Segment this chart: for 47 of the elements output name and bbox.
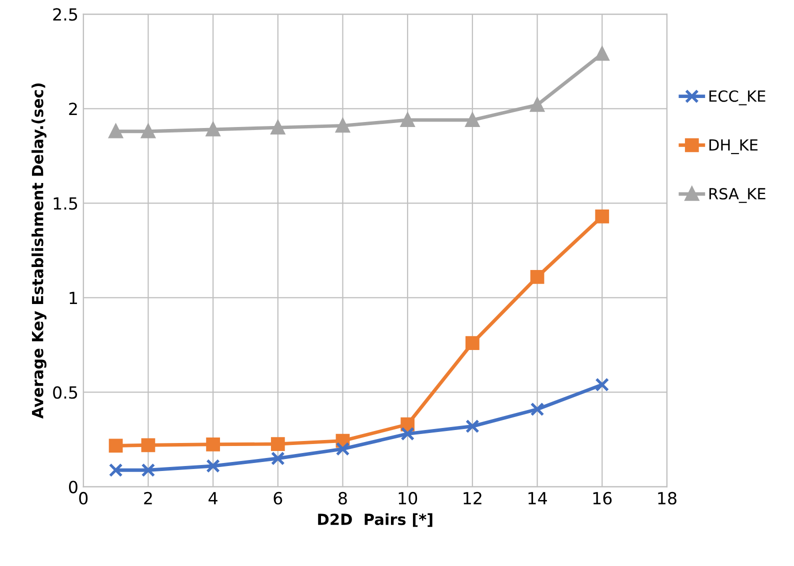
point — [206, 122, 220, 136]
point — [336, 442, 350, 456]
legend-label: ECC_KE — [709, 90, 766, 106]
x-tick-label: 6 — [274, 492, 282, 505]
x-tick-label: 0 — [79, 492, 88, 505]
point — [595, 46, 610, 61]
point — [595, 209, 610, 224]
y-tick-label: 0.5 — [53, 386, 78, 399]
x-tick-label: 2 — [144, 492, 152, 504]
y-tick-label: 1 — [70, 292, 77, 304]
legend-label: DH_KE — [709, 139, 758, 154]
point — [530, 402, 544, 416]
x-tick-label: 14 — [528, 492, 547, 504]
point — [108, 438, 123, 453]
legend-label: RSA_KE — [709, 188, 766, 203]
point — [206, 437, 220, 452]
x-tick-label: 12 — [464, 492, 482, 504]
y-tick-label: 1.5 — [54, 197, 78, 210]
x-tick-label: 8 — [338, 492, 347, 505]
point — [400, 417, 415, 432]
point — [595, 378, 610, 392]
point — [270, 451, 285, 466]
point — [141, 124, 156, 138]
x-tick-label: 10 — [398, 492, 418, 505]
y-tick-label: 2 — [69, 102, 77, 116]
point — [206, 459, 220, 473]
point — [530, 98, 544, 112]
y-tick-label: 2.5 — [53, 8, 78, 21]
point — [400, 426, 415, 441]
point — [108, 463, 123, 478]
point — [141, 438, 156, 452]
point — [465, 113, 480, 127]
point — [336, 118, 350, 133]
x-tick-label: 16 — [593, 492, 612, 505]
x-axis-title: D2D Pairs [*] — [318, 513, 432, 527]
y-axis-title: Average Key Establishment Delay.(sec) — [32, 84, 46, 419]
y-tick-label: 0 — [69, 480, 78, 494]
point — [141, 463, 156, 478]
x-tick-label: 18 — [658, 492, 676, 505]
point — [400, 113, 415, 127]
point — [465, 419, 480, 434]
point — [465, 336, 480, 350]
point — [270, 437, 285, 451]
point — [530, 270, 544, 284]
x-tick-label: 4 — [208, 492, 218, 504]
point — [270, 120, 285, 135]
point — [108, 124, 123, 138]
